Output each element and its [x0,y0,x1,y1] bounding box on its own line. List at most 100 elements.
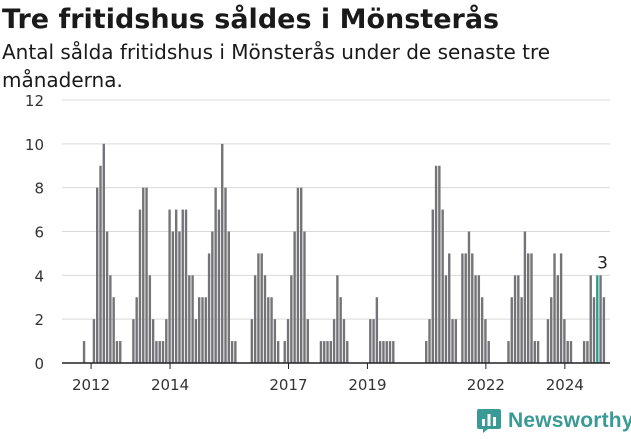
bar [467,231,471,363]
bar [336,275,339,363]
bar [303,231,306,363]
y-tick-label: 12 [25,92,44,110]
bar [566,341,569,363]
bar [569,341,573,363]
bar [184,209,188,363]
bar [92,319,96,363]
value-annotation: 3 [597,253,608,273]
chart-title: Tre fritidshus såldes i Mönsterås [2,4,500,35]
bar [471,253,474,363]
bar [388,341,392,363]
bar [224,187,227,363]
bar [230,341,234,363]
bar [99,165,102,363]
bar [82,341,86,363]
bar [602,297,606,363]
bar [392,341,395,363]
bar [474,275,477,363]
bar [428,319,431,363]
bar [181,209,184,363]
bar [273,319,277,363]
y-tick-label: 0 [34,355,44,373]
bar [283,341,286,363]
bar [214,187,217,363]
bar [293,231,296,363]
bar [142,187,145,363]
bar [171,231,175,363]
bar [438,165,441,363]
bar [527,253,530,363]
bar [441,209,444,363]
bar [451,319,454,363]
bar [520,297,523,363]
bar [102,143,105,363]
bar [227,231,230,363]
bar [250,319,254,363]
bar [553,253,556,363]
bar-chart-logo-icon [477,409,501,433]
bar [96,187,99,363]
bar [550,297,553,363]
bar [115,341,119,363]
bar [559,253,563,363]
bar [329,341,332,363]
x-tick-label: 2014 [151,376,189,394]
chart-subtitle: Antal sålda fritidshus i Mönsterås under… [2,40,551,92]
bar [375,297,379,363]
bar [464,253,467,363]
bar [194,319,198,363]
bar [517,275,520,363]
bar [138,209,142,363]
bar [221,143,224,363]
bar [145,187,148,363]
x-tick-label: 2024 [546,376,584,394]
bar-highlight [596,275,599,363]
bar [267,297,270,363]
bar [260,253,263,363]
bar [507,341,510,363]
y-tick-label: 4 [34,267,44,285]
bar [425,341,428,363]
bar [454,319,458,363]
bar [536,341,540,363]
bar [270,297,273,363]
bar [556,275,560,363]
x-tick-label: 2019 [348,376,386,394]
bar [165,319,168,363]
bar [211,231,214,363]
bar [300,187,303,363]
bar [276,341,280,363]
bar [510,297,513,363]
bar [253,275,257,363]
bar [323,341,326,363]
bar [342,319,346,363]
bar [234,341,237,363]
bar [132,319,135,363]
bar [161,341,165,363]
bar [112,297,115,363]
brand-name: Newsworthy [508,409,631,432]
bar [533,341,536,363]
x-tick-label: 2012 [72,376,110,394]
x-tick-label: 2022 [467,376,505,394]
bar [151,319,155,363]
bar [290,275,293,363]
bar [339,297,342,363]
bar [296,187,300,363]
bar [434,165,438,363]
bar [326,341,329,363]
bar [523,231,527,363]
bar [378,341,382,363]
bar [191,275,194,363]
bar [168,209,171,363]
bar [592,297,596,363]
bar [346,341,349,363]
bar [546,319,550,363]
newsworthy-brand: Newsworthy [476,406,631,436]
bar [372,319,375,363]
bar [369,319,372,363]
bar [119,341,122,363]
bar [201,297,204,363]
bar [109,275,112,363]
